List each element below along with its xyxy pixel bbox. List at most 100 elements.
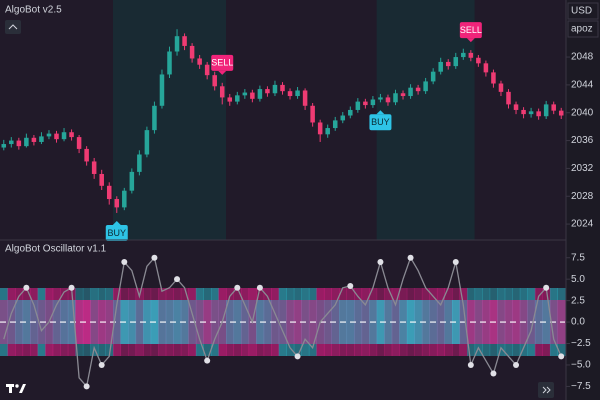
- candle-body: [9, 140, 14, 145]
- currency-box[interactable]: [567, 2, 599, 20]
- heat-inner: [203, 300, 212, 344]
- candle-body: [69, 132, 74, 138]
- candle-body: [423, 81, 428, 92]
- heat-inner: [195, 300, 204, 344]
- candle-body: [84, 148, 89, 162]
- heat-inner: [542, 300, 551, 344]
- candle-body: [137, 154, 142, 172]
- candle-body: [122, 190, 127, 208]
- candle-body: [415, 87, 421, 92]
- candle-body: [393, 93, 398, 103]
- signal-pointer: [218, 70, 227, 75]
- extreme-dot: [347, 283, 354, 290]
- candle-body: [287, 91, 293, 97]
- heat-inner: [105, 300, 114, 344]
- oscillator-title: AlgoBot Oscillator v1.1: [5, 244, 107, 255]
- candle-body: [39, 136, 44, 142]
- candle-body: [430, 71, 436, 82]
- heat-inner: [82, 300, 91, 344]
- candle-body: [159, 74, 165, 106]
- logo: [6, 384, 26, 393]
- candle-body: [272, 84, 278, 94]
- candle-body: [348, 109, 353, 116]
- extreme-dot: [256, 284, 263, 291]
- heat-inner: [482, 300, 491, 344]
- heat-inner: [75, 300, 84, 344]
- candle-body: [280, 84, 285, 92]
- candle-body: [310, 105, 315, 123]
- signal-label: SELL: [211, 58, 233, 68]
- extreme-dot: [234, 284, 241, 291]
- price-axis: [566, 0, 600, 400]
- extreme-dot: [490, 370, 497, 377]
- candle-body: [325, 128, 330, 135]
- candle-body: [551, 104, 556, 111]
- collapse-button[interactable]: [5, 20, 21, 34]
- signal-label: SELL: [460, 25, 482, 35]
- candle-body: [235, 95, 240, 102]
- candle-body: [513, 104, 519, 110]
- user: apoz: [571, 24, 593, 35]
- collapse-icon: [8, 24, 18, 30]
- candle-body: [295, 90, 300, 97]
- candle-body: [174, 36, 180, 52]
- candle-body: [558, 110, 564, 116]
- candle-body: [189, 45, 195, 59]
- extreme-dot: [407, 254, 414, 261]
- extreme-dot: [23, 284, 30, 291]
- candle-body: [197, 58, 202, 65]
- candle-body: [76, 137, 82, 149]
- candle-body: [498, 83, 504, 92]
- candle-body: [242, 92, 248, 96]
- candle-body: [543, 104, 549, 117]
- candle-body: [152, 105, 157, 131]
- y-tick-label: 7.5: [571, 252, 585, 263]
- user-box[interactable]: [567, 20, 599, 38]
- extreme-dot: [98, 361, 105, 368]
- chart-title: AlgoBot v2.5: [5, 5, 62, 16]
- candle-body: [16, 140, 22, 147]
- candle-body: [212, 75, 217, 87]
- y-tick-label: 2028: [571, 191, 594, 202]
- candle-body: [400, 93, 406, 97]
- heat-inner: [173, 300, 182, 344]
- heat-outer: [354, 288, 363, 356]
- heat-inner: [444, 300, 453, 344]
- candle-body: [536, 111, 541, 117]
- extreme-dot: [121, 259, 128, 266]
- long-zone: [113, 0, 226, 240]
- signal-box: [369, 114, 392, 131]
- y-tick-label: 2036: [571, 135, 594, 146]
- candle-body: [363, 101, 368, 106]
- candle-body: [355, 101, 361, 110]
- candle-body: [227, 97, 233, 102]
- extreme-dot: [558, 353, 565, 360]
- heat-outer: [113, 288, 122, 356]
- extreme-dot: [543, 284, 550, 291]
- y-tick-label: 0.0: [571, 317, 585, 328]
- candle-body: [506, 91, 511, 105]
- candle-body: [54, 133, 59, 140]
- heat-inner: [52, 300, 61, 344]
- extreme-dot: [174, 276, 181, 283]
- signal-box: [211, 54, 234, 71]
- heat-outer: [195, 288, 204, 356]
- candle-body: [1, 144, 7, 148]
- candle-body: [491, 72, 496, 84]
- heat-inner: [165, 300, 174, 344]
- extreme-dot: [294, 353, 301, 360]
- heat-inner: [534, 300, 543, 344]
- candle-body: [144, 130, 150, 155]
- candle-body: [46, 133, 52, 137]
- candle-body: [250, 92, 255, 99]
- heat-inner: [143, 300, 152, 344]
- candle-body: [476, 57, 481, 64]
- long-zone: [376, 0, 475, 240]
- extreme-dot: [377, 259, 384, 266]
- y-tick-label: −2.5: [571, 338, 591, 349]
- signal-box: [105, 224, 128, 241]
- extreme-dot: [68, 284, 75, 291]
- candle-body: [204, 64, 210, 76]
- candle-body: [182, 36, 187, 46]
